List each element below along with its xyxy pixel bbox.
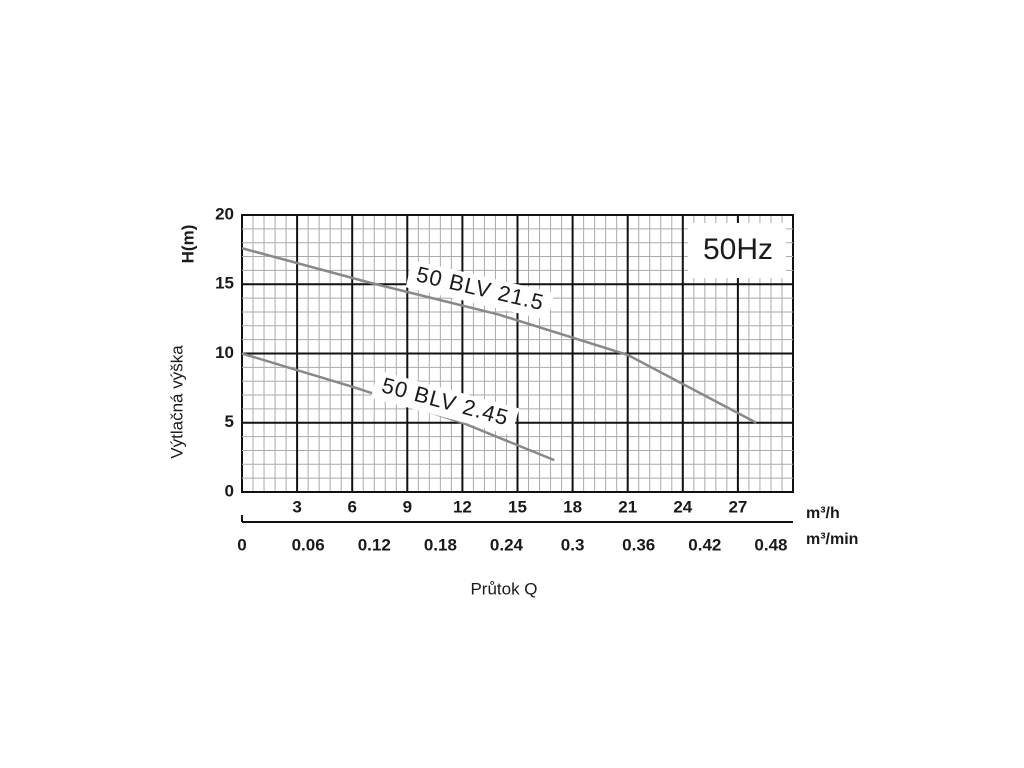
x-tick-label: 9 bbox=[403, 497, 412, 516]
y-unit: H(m) bbox=[178, 225, 197, 264]
y-tick-label: 0 bbox=[225, 481, 234, 500]
series-label-bg bbox=[405, 259, 555, 321]
x-tick-label: 15 bbox=[508, 497, 527, 516]
x2-tick-label: 0 bbox=[237, 535, 246, 554]
x2-tick-label: 0.42 bbox=[688, 535, 721, 554]
x2-tick-label: 0.36 bbox=[622, 535, 655, 554]
x-tick-label: 3 bbox=[292, 497, 301, 516]
y-label: Výtlačná výška bbox=[167, 345, 186, 459]
annotation: 50Hz bbox=[703, 233, 773, 266]
x2-unit: m³/min bbox=[806, 531, 858, 548]
x-tick-label: 12 bbox=[453, 497, 472, 516]
y-tick-label: 10 bbox=[215, 343, 234, 362]
y-tick-label: 5 bbox=[225, 412, 234, 431]
line-series bbox=[241, 247, 757, 424]
x-tick-label: 21 bbox=[618, 497, 637, 516]
y-tick-label: 15 bbox=[215, 274, 234, 293]
x-tick-label: 18 bbox=[563, 497, 582, 516]
x-tick-label: 24 bbox=[673, 497, 692, 516]
x2-tick-label: 0.06 bbox=[292, 535, 325, 554]
x-label: Průtok Q bbox=[470, 579, 537, 598]
x2-tick-label: 0.24 bbox=[490, 535, 524, 554]
x2-tick-label: 0.48 bbox=[754, 535, 787, 554]
series-label-bg bbox=[370, 370, 520, 436]
x2-tick-label: 0.18 bbox=[424, 535, 457, 554]
x2-tick-label: 0.12 bbox=[358, 535, 391, 554]
x-tick-label: 27 bbox=[728, 497, 747, 516]
annotation-box bbox=[688, 223, 786, 278]
x-unit: m³/h bbox=[806, 505, 840, 522]
x-tick-label: 6 bbox=[347, 497, 356, 516]
x2-tick-label: 0.3 bbox=[561, 535, 585, 554]
y-tick-label: 20 bbox=[215, 204, 234, 223]
